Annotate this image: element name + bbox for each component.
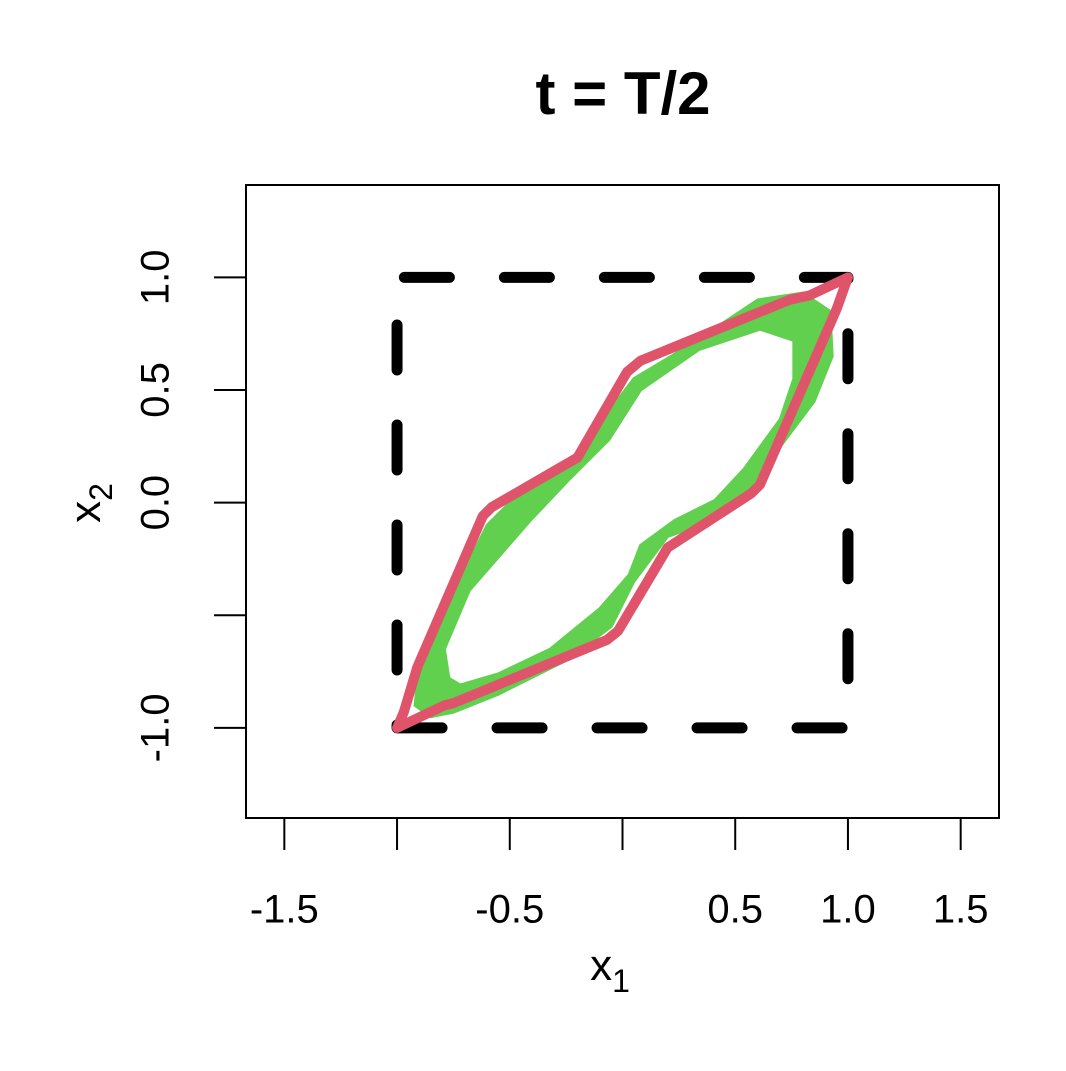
x-tick-label: -0.5 xyxy=(475,888,544,932)
plot-marks xyxy=(391,271,854,734)
y-tick-label: 1.0 xyxy=(134,250,178,306)
y-tick-label: -1.0 xyxy=(134,693,178,762)
x-label-text: x xyxy=(590,941,612,990)
chart-title: t = T/2 xyxy=(535,60,710,127)
y-label-sub: 2 xyxy=(83,483,119,501)
y-axis-label: x2 xyxy=(61,483,120,523)
x-tick-label: 1.0 xyxy=(820,888,876,932)
x-tick-label: -1.5 xyxy=(250,888,319,932)
polygon-outline xyxy=(392,272,853,733)
x-tick-label: 1.5 xyxy=(933,888,989,932)
y-label-text: x xyxy=(61,501,110,523)
x-tick-label: 0.5 xyxy=(707,888,763,932)
x-axis-label: x1 xyxy=(590,941,630,1000)
y-tick-label: 0.0 xyxy=(134,475,178,531)
y-tick-label: 0.5 xyxy=(134,362,178,418)
x-label-sub: 1 xyxy=(612,963,630,999)
